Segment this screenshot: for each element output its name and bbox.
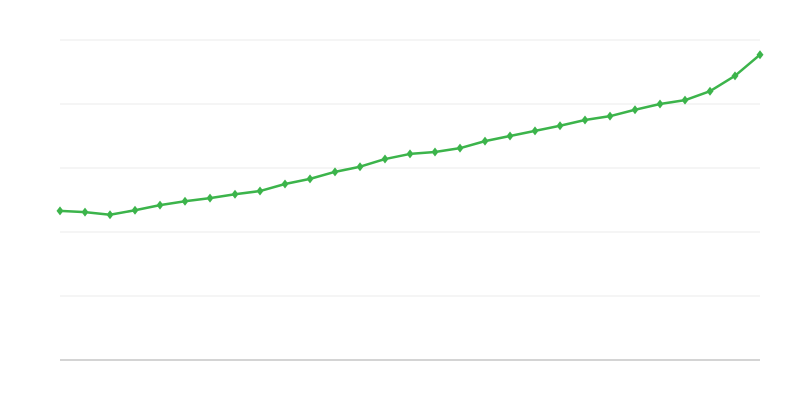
data-point — [281, 179, 289, 189]
data-point — [681, 95, 689, 105]
data-point — [156, 200, 164, 210]
data-point — [631, 105, 639, 115]
data-point — [81, 207, 89, 217]
data-point — [356, 162, 364, 172]
data-point — [756, 50, 764, 60]
data-point — [381, 154, 389, 164]
data-point — [106, 210, 114, 220]
data-point — [256, 186, 264, 196]
data-point — [406, 149, 414, 159]
series-line — [59, 53, 761, 216]
gridlines — [60, 39, 760, 297]
data-point — [456, 143, 464, 153]
data-point — [731, 71, 739, 81]
series-group — [56, 50, 764, 220]
data-point — [131, 205, 139, 215]
data-point — [231, 189, 239, 199]
data-point — [206, 193, 214, 203]
data-point — [306, 174, 314, 184]
data-point — [656, 99, 664, 109]
data-point — [56, 206, 64, 216]
data-point — [506, 131, 514, 141]
data-point — [531, 126, 539, 136]
data-point — [556, 121, 564, 131]
data-point — [181, 196, 189, 206]
data-point — [606, 111, 614, 121]
data-point — [481, 136, 489, 146]
data-point — [331, 167, 339, 177]
data-point — [706, 86, 714, 96]
data-point — [431, 147, 439, 157]
data-point — [581, 115, 589, 125]
